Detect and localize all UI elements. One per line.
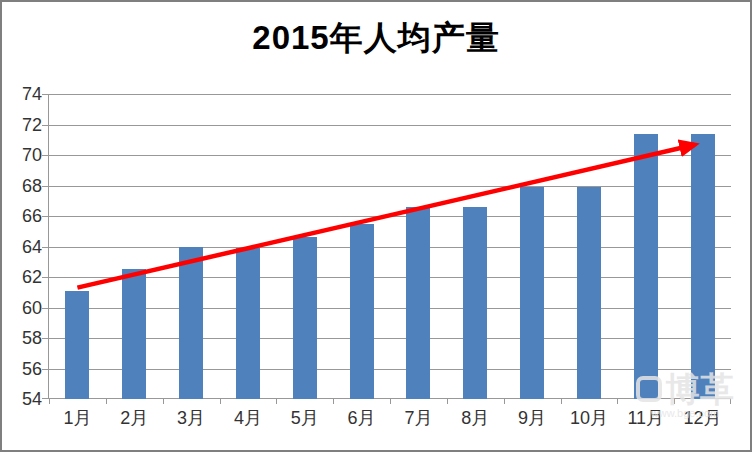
y-axis-label-70: 70 — [2, 145, 42, 165]
x-tick-6 — [390, 399, 391, 404]
x-axis-label-1月: 1月 — [49, 406, 106, 430]
bar-6月 — [350, 224, 374, 399]
x-axis-label-2月: 2月 — [106, 406, 163, 430]
gridline-60 — [49, 308, 731, 309]
x-tick-0 — [49, 399, 50, 404]
x-axis-label-3月: 3月 — [163, 406, 220, 430]
x-axis-label-9月: 9月 — [504, 406, 561, 430]
gridline-64 — [49, 247, 731, 248]
y-axis-label-60: 60 — [2, 298, 42, 318]
bar-4月 — [236, 248, 260, 399]
plot-area — [49, 94, 731, 399]
bar-10月 — [577, 187, 601, 399]
chart-image: 2015年人均产量 博革 www.bge.com 54 56 58 60 62 64 66 6… — [0, 0, 752, 452]
bar-9月 — [520, 187, 544, 399]
watermark-text: 博革 — [666, 372, 734, 406]
watermark-subtext: www.bge.com — [622, 407, 748, 419]
y-axis-label-58: 58 — [2, 328, 42, 348]
y-axis-label-72: 72 — [2, 115, 42, 135]
y-axis-label-68: 68 — [2, 176, 42, 196]
gridline-74 — [49, 94, 731, 95]
y-axis-label-62: 62 — [2, 267, 42, 287]
gridline-58 — [49, 338, 731, 339]
x-tick-5 — [333, 399, 334, 404]
x-axis-label-5月: 5月 — [276, 406, 333, 430]
bar-5月 — [293, 237, 317, 399]
x-tick-4 — [276, 399, 277, 404]
bar-11月 — [634, 134, 658, 399]
chart-title: 2015年人均产量 — [2, 16, 750, 61]
watermark: 博革 www.bge.com — [622, 372, 748, 419]
gridline-66 — [49, 216, 731, 217]
bar-2月 — [122, 269, 146, 399]
gridline-70 — [49, 155, 731, 156]
y-axis-label-74: 74 — [2, 84, 42, 104]
x-tick-10 — [617, 399, 618, 404]
gridline-68 — [49, 186, 731, 187]
gridline-56 — [49, 369, 731, 370]
x-tick-8 — [504, 399, 505, 404]
y-axis-label-56: 56 — [2, 359, 42, 379]
gridline-62 — [49, 277, 731, 278]
x-axis-label-6月: 6月 — [333, 406, 390, 430]
y-axis-label-64: 64 — [2, 237, 42, 257]
x-tick-3 — [220, 399, 221, 404]
watermark-row: 博革 — [622, 372, 748, 406]
bar-8月 — [463, 207, 487, 399]
y-axis-label-66: 66 — [2, 206, 42, 226]
bar-1月 — [65, 291, 89, 399]
bar-12月 — [691, 134, 715, 399]
y-axis-label-54: 54 — [2, 389, 42, 409]
x-tick-2 — [163, 399, 164, 404]
gridline-72 — [49, 125, 731, 126]
watermark-logo-icon — [636, 376, 662, 402]
x-tick-9 — [561, 399, 562, 404]
bar-3月 — [179, 247, 203, 400]
x-axis-label-7月: 7月 — [390, 406, 447, 430]
x-tick-1 — [106, 399, 107, 404]
x-tick-7 — [447, 399, 448, 404]
x-axis-label-10月: 10月 — [561, 406, 618, 430]
bar-7月 — [406, 207, 430, 399]
x-axis-label-4月: 4月 — [220, 406, 277, 430]
x-axis-label-8月: 8月 — [447, 406, 504, 430]
